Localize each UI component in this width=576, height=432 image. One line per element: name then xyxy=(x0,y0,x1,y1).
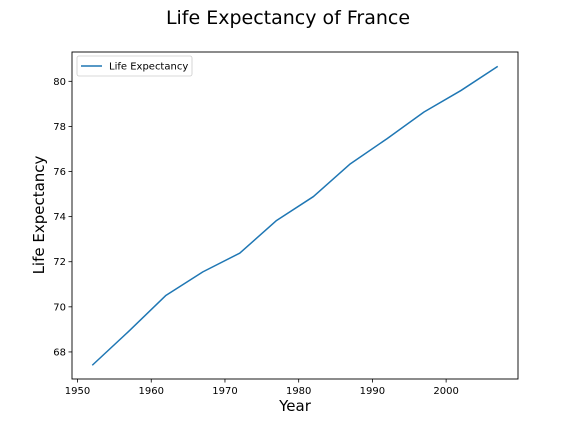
series-line-life-expectancy xyxy=(91,65,499,366)
x-tick-label: 2000 xyxy=(433,386,458,397)
chart-title: Life Expectancy of France xyxy=(166,7,410,29)
y-tick-label: 78 xyxy=(53,122,66,133)
y-axis-label: Life Expectancy xyxy=(30,155,48,274)
series-layer xyxy=(91,65,499,366)
x-axis-label: Year xyxy=(278,397,312,415)
y-axis: 68 70 72 74 76 78 80 xyxy=(53,77,72,358)
x-tick-label: 1970 xyxy=(212,386,237,397)
legend: Life Expectancy xyxy=(76,55,193,77)
y-tick-label: 74 xyxy=(53,212,66,223)
legend-entry-life-expectancy: Life Expectancy xyxy=(109,62,188,73)
y-tick-label: 72 xyxy=(53,257,66,268)
y-tick-label: 80 xyxy=(53,77,66,88)
x-tick-label: 1990 xyxy=(360,386,385,397)
y-tick-label: 76 xyxy=(53,167,66,178)
legend-box xyxy=(76,55,193,77)
plot-area xyxy=(71,51,519,380)
y-tick-label: 68 xyxy=(53,347,66,358)
x-tick-label: 1980 xyxy=(286,386,311,397)
x-axis: 1950 1960 1970 1980 1990 2000 xyxy=(65,379,459,397)
y-tick-label: 70 xyxy=(53,302,66,313)
x-tick-label: 1960 xyxy=(139,386,164,397)
x-tick-label: 1950 xyxy=(65,386,90,397)
